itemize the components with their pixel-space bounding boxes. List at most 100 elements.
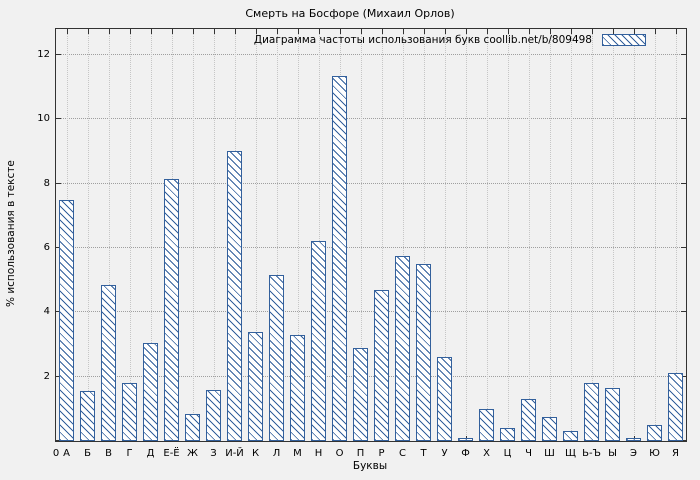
y-tick-label: 6 xyxy=(43,241,50,253)
y-tick-mark xyxy=(56,182,61,184)
x-tick-mark xyxy=(108,29,110,34)
x-tick-label: Д xyxy=(146,448,155,459)
y-tick-mark xyxy=(56,375,61,377)
bar xyxy=(142,342,159,441)
x-tick-mark xyxy=(591,29,593,34)
x-tick-label: Г xyxy=(126,448,133,459)
gridline-vertical xyxy=(507,29,509,441)
x-tick-label: У xyxy=(441,448,448,459)
y-tick-mark xyxy=(681,182,686,184)
x-axis-label: Буквы xyxy=(352,460,388,472)
x-tick-mark xyxy=(465,29,467,34)
y-tick-mark xyxy=(56,53,61,55)
bar xyxy=(58,199,75,441)
gridline-vertical xyxy=(150,29,152,441)
bar xyxy=(268,275,285,441)
y-tick-mark xyxy=(56,311,61,313)
x-tick-mark xyxy=(381,29,383,34)
y-tick-label: 10 xyxy=(37,113,50,125)
x-tick-label: Х xyxy=(483,448,490,459)
gridline-vertical xyxy=(360,29,362,441)
x-tick-mark xyxy=(150,29,152,34)
gridline-vertical xyxy=(87,29,89,441)
x-tick-mark xyxy=(423,29,425,34)
x-tick-label: И-Й xyxy=(225,448,244,459)
bar xyxy=(184,413,201,441)
bar xyxy=(289,334,306,441)
x-tick-mark xyxy=(129,29,131,34)
x-tick-label: М xyxy=(293,448,302,459)
x-tick-mark xyxy=(276,29,278,34)
y-tick-label: 4 xyxy=(43,306,50,318)
y-tick-mark xyxy=(56,118,61,120)
x-tick-label: Я xyxy=(672,448,679,459)
y-tick-mark xyxy=(681,118,686,120)
y-tick-mark xyxy=(56,440,61,441)
x-tick-mark xyxy=(612,29,614,34)
x-tick-label: Щ xyxy=(565,448,576,459)
x-tick-label: С xyxy=(399,448,406,459)
bar xyxy=(562,431,579,441)
x-tick-mark xyxy=(507,29,509,34)
bar xyxy=(352,347,369,441)
x-tick-label: Ж xyxy=(187,448,198,459)
y-tick-mark xyxy=(681,311,686,313)
y-tick-label: 12 xyxy=(37,48,50,60)
x-tick-mark xyxy=(297,29,299,34)
y-tick-mark xyxy=(681,375,686,377)
y-axis-label: % использования в тексте xyxy=(5,160,17,308)
y-tick-mark xyxy=(56,246,61,248)
gridline-vertical xyxy=(486,29,488,441)
x-tick-label: В xyxy=(105,448,112,459)
x-tick-label: Ф xyxy=(461,448,470,459)
x-tick-label: Ю xyxy=(649,448,660,459)
x-tick-label: З xyxy=(210,448,217,459)
gridline-vertical xyxy=(129,29,131,441)
x-tick-label: Л xyxy=(272,448,281,459)
gridline-vertical xyxy=(633,29,635,441)
chart-title: Смерть на Босфоре (Михаил Орлов) xyxy=(245,7,455,20)
bar xyxy=(520,399,537,441)
x-tick-label: Р xyxy=(378,448,385,459)
gridline-vertical xyxy=(108,29,110,441)
bar xyxy=(226,151,243,441)
bar xyxy=(583,383,600,441)
x-tick-label: Э xyxy=(630,448,637,459)
x-tick-mark xyxy=(255,29,257,34)
bar xyxy=(163,178,180,441)
bar xyxy=(394,255,411,441)
x-tick-label: Н xyxy=(314,448,323,459)
x-tick-mark xyxy=(192,29,194,34)
legend: Диаграмма частоты использования букв coo… xyxy=(254,34,646,46)
bar xyxy=(247,331,264,441)
bar xyxy=(100,284,117,441)
plot-area: Диаграмма частоты использования букв coo… xyxy=(37,28,687,459)
x-tick-mark xyxy=(339,29,341,34)
x-origin-label: 0 xyxy=(52,448,60,459)
bar xyxy=(79,391,96,441)
bar xyxy=(205,389,222,441)
gridline-vertical xyxy=(465,29,467,441)
y-tick-label: 2 xyxy=(43,370,50,382)
y-tick-mark xyxy=(681,53,686,55)
x-tick-label: А xyxy=(63,448,70,459)
legend-label: Диаграмма частоты использования букв coo… xyxy=(253,34,592,46)
gridline-vertical xyxy=(528,29,530,441)
bar xyxy=(667,373,684,441)
gridline-vertical xyxy=(591,29,593,441)
x-tick-mark xyxy=(528,29,530,34)
x-tick-label: Ы xyxy=(608,448,617,459)
gridline-vertical xyxy=(192,29,194,441)
bar xyxy=(457,437,474,441)
bar xyxy=(310,241,327,441)
x-tick-label: Ц xyxy=(503,448,512,459)
x-tick-mark xyxy=(213,29,215,34)
gridline-horizontal xyxy=(56,311,686,313)
x-tick-mark xyxy=(87,29,89,34)
y-tick-mark xyxy=(681,440,686,441)
x-tick-mark xyxy=(549,29,551,34)
bar xyxy=(415,263,432,441)
x-tick-label: Б xyxy=(84,448,91,459)
x-tick-mark xyxy=(66,29,68,34)
